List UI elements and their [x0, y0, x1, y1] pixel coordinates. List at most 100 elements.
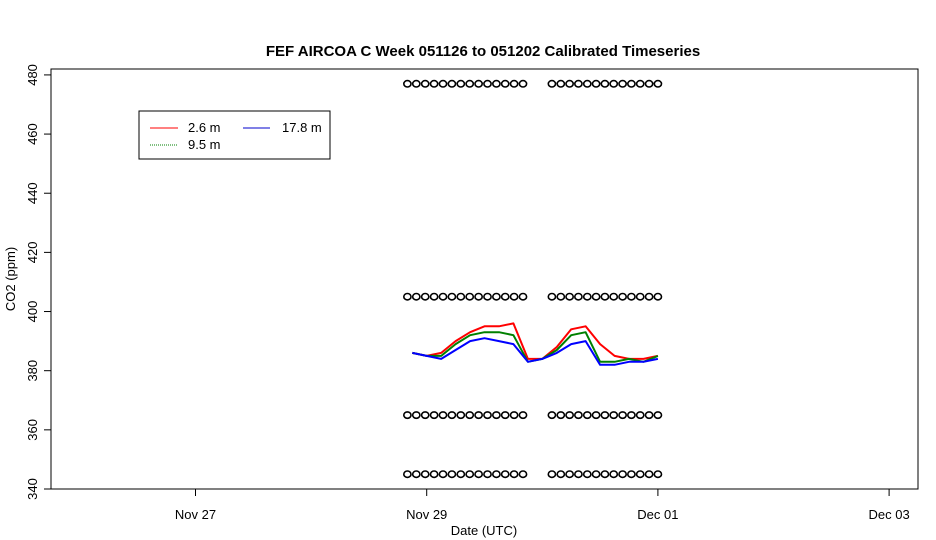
calibration-points	[402, 79, 663, 479]
calibration-point-s0-l0-7	[465, 79, 475, 88]
calibration-point-s1-l2-0	[547, 411, 557, 420]
x-tick-label-2: Dec 01	[637, 507, 678, 522]
calibration-point-s0-l0-8	[474, 79, 483, 88]
calibration-point-s0-l3-4	[438, 470, 448, 479]
calibration-point-s0-l3-6	[456, 470, 466, 479]
calibration-point-s1-l1-8	[618, 292, 627, 301]
calibration-point-s0-l2-8	[474, 411, 483, 420]
calibration-point-s1-l3-9	[627, 470, 636, 479]
calibration-point-s1-l3-7	[609, 470, 619, 479]
calibration-point-s0-l1-1	[411, 292, 421, 301]
y-tick-label-0: 340	[25, 478, 40, 500]
series-line-0	[412, 322, 659, 360]
calibration-point-s0-l0-0	[402, 79, 412, 88]
calibration-point-s1-l3-1	[556, 470, 566, 479]
calibration-point-s0-l0-1	[411, 79, 421, 88]
calibration-point-s1-l1-5	[591, 292, 601, 301]
calibration-point-s1-l2-8	[618, 411, 627, 420]
legend-label-2-6m: 2.6 m	[188, 120, 221, 135]
calibration-point-s0-l2-2	[420, 411, 430, 420]
calibration-point-s0-l0-13	[518, 79, 528, 88]
calibration-point-s0-l1-4	[438, 292, 448, 301]
x-tick-label-3: Dec 03	[868, 507, 909, 522]
calibration-point-s1-l2-1	[556, 411, 566, 420]
calibration-point-s1-l1-2	[565, 292, 574, 301]
y-tick-label-7: 480	[25, 64, 40, 86]
calibration-point-s0-l0-4	[438, 79, 448, 88]
calibration-point-s0-l2-5	[447, 411, 457, 420]
calibration-point-s0-l3-7	[465, 470, 475, 479]
calibration-point-s0-l2-7	[465, 411, 475, 420]
calibration-point-s1-l2-9	[627, 411, 636, 420]
axes: Nov 27 Nov 29 Dec 01 Dec 03 340 360 380 400 420 4…	[25, 64, 910, 522]
calibration-point-s1-l0-12	[653, 79, 663, 88]
calibration-point-s0-l3-13	[518, 470, 528, 479]
series-lines	[412, 322, 659, 366]
calibration-point-s1-l1-3	[574, 292, 583, 301]
calibration-point-s0-l2-1	[411, 411, 421, 420]
plot-frame	[50, 68, 919, 490]
calibration-point-s1-l3-12	[653, 470, 663, 479]
y-tick-label-5: 440	[25, 182, 40, 204]
legend: 2.6 m 9.5 m 17.8 m	[138, 110, 331, 160]
calibration-point-s0-l0-6	[456, 79, 466, 88]
calibration-point-s0-l3-8	[474, 470, 483, 479]
calibration-point-s0-l1-2	[420, 292, 430, 301]
calibration-point-s0-l2-9	[483, 411, 492, 420]
calibration-point-s1-l1-4	[582, 292, 592, 301]
calibration-point-s0-l1-7	[465, 292, 475, 301]
calibration-point-s1-l0-2	[565, 79, 574, 88]
calibration-point-s0-l1-9	[483, 292, 492, 301]
calibration-point-s1-l0-10	[635, 79, 645, 88]
calibration-point-s0-l3-10	[491, 470, 501, 479]
calibration-point-s0-l3-11	[500, 470, 510, 479]
y-axis-label: CO2 (ppm)	[3, 247, 18, 311]
calibration-point-s0-l2-0	[402, 411, 412, 420]
calibration-point-s0-l1-5	[447, 292, 457, 301]
calibration-point-s0-l1-11	[500, 292, 510, 301]
y-tick-label-3: 400	[25, 301, 40, 323]
calibration-point-s0-l1-13	[518, 292, 528, 301]
calibration-point-s1-l3-11	[644, 470, 654, 479]
calibration-point-s1-l3-10	[635, 470, 645, 479]
calibration-point-s1-l0-7	[609, 79, 619, 88]
y-tick-label-1: 360	[25, 419, 40, 441]
calibration-point-s1-l2-4	[582, 411, 592, 420]
calibration-point-s0-l1-8	[474, 292, 483, 301]
calibration-point-s1-l2-10	[635, 411, 645, 420]
calibration-point-s0-l0-9	[483, 79, 492, 88]
calibration-point-s0-l2-11	[500, 411, 510, 420]
x-axis-label: Date (UTC)	[451, 523, 517, 538]
calibration-point-s0-l3-1	[411, 470, 421, 479]
calibration-point-s1-l2-11	[644, 411, 654, 420]
calibration-point-s1-l1-0	[547, 292, 557, 301]
calibration-point-s0-l2-13	[518, 411, 528, 420]
legend-box	[138, 110, 331, 160]
calibration-point-s1-l3-8	[618, 470, 627, 479]
calibration-point-s0-l0-5	[447, 79, 457, 88]
calibration-point-s1-l1-7	[609, 292, 619, 301]
y-tick-label-6: 460	[25, 123, 40, 145]
calibration-point-s0-l3-12	[509, 470, 519, 479]
calibration-point-s1-l3-6	[600, 470, 610, 479]
calibration-point-s1-l3-5	[591, 470, 601, 479]
y-tick-label-2: 380	[25, 360, 40, 382]
calibration-point-s1-l3-3	[574, 470, 583, 479]
calibration-point-s1-l1-9	[627, 292, 636, 301]
calibration-point-s0-l3-9	[483, 470, 492, 479]
calibration-point-s1-l2-7	[609, 411, 619, 420]
calibration-point-s1-l0-11	[644, 79, 654, 88]
calibration-point-s0-l2-12	[509, 411, 519, 420]
calibration-point-s1-l2-12	[653, 411, 663, 420]
calibration-point-s1-l0-4	[582, 79, 592, 88]
calibration-point-s0-l1-0	[402, 292, 412, 301]
calibration-point-s0-l2-10	[491, 411, 501, 420]
calibration-point-s0-l0-3	[429, 79, 439, 88]
x-tick-label-0: Nov 27	[175, 507, 216, 522]
calibration-point-s1-l1-10	[635, 292, 645, 301]
legend-label-9-5m: 9.5 m	[188, 137, 221, 152]
calibration-point-s0-l2-4	[438, 411, 448, 420]
calibration-point-s1-l0-5	[591, 79, 601, 88]
calibration-point-s1-l2-3	[574, 411, 583, 420]
calibration-point-s0-l0-10	[491, 79, 501, 88]
